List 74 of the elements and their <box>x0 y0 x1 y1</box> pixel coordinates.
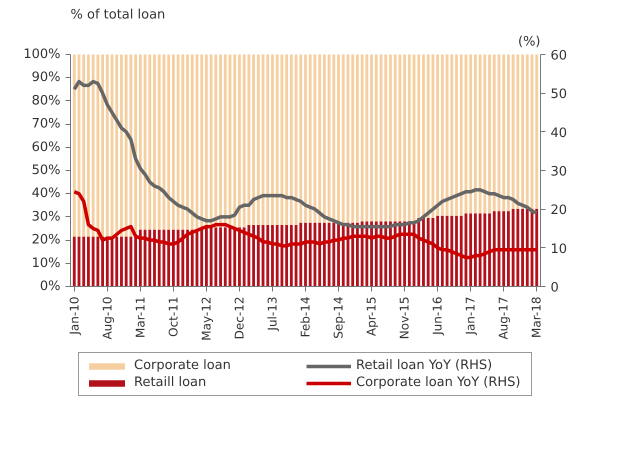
legend-label: Retaill loan <box>134 375 208 390</box>
bar <box>186 54 189 230</box>
y2-tick-label: 10 <box>550 242 568 257</box>
bar <box>262 225 264 286</box>
y-tick-label: 90% <box>32 70 61 86</box>
x-tick-label: Mar-18 <box>530 296 544 338</box>
y-tick-label: 70% <box>32 116 61 132</box>
bar <box>337 54 340 223</box>
y-tick-label: 20% <box>32 232 61 248</box>
bar <box>488 54 491 214</box>
bar <box>498 211 500 286</box>
legend-label: Corporate loan YoY (RHS) <box>356 375 522 390</box>
bar <box>271 225 274 286</box>
x-tick-label: Jan-17 <box>464 296 478 336</box>
y-tick-label: 40% <box>32 186 61 202</box>
bar <box>455 54 458 216</box>
line-series <box>72 80 538 228</box>
y-tick-label: 0% <box>40 279 60 294</box>
bar <box>304 54 307 223</box>
bar <box>153 230 156 286</box>
bar <box>196 54 198 230</box>
bar <box>530 208 534 286</box>
bar <box>304 222 307 286</box>
legend-label: Retail loan YoY (RHS) <box>356 358 494 373</box>
bar <box>337 222 340 286</box>
bar <box>271 54 274 226</box>
x-tick-label: Jul-13 <box>265 296 280 332</box>
x-tick-label: Jun-16 <box>430 296 445 336</box>
bar <box>78 236 80 286</box>
y2-tick-label: 0 <box>550 280 559 296</box>
bar <box>346 54 350 223</box>
y2-tick-label: 20 <box>550 203 568 218</box>
bar <box>228 227 232 286</box>
x-tick-label: Mar-11 <box>133 296 148 338</box>
x-tick-label: Oct-11 <box>166 296 180 337</box>
bar <box>455 216 458 286</box>
y2-tick-label: 40 <box>550 126 568 141</box>
x-tick-label: Sep-14 <box>332 296 346 339</box>
bar <box>153 54 156 230</box>
bar <box>186 230 189 286</box>
y-tick-label: 30% <box>32 209 61 224</box>
bar <box>196 230 198 286</box>
y-tick-label: 80% <box>32 93 61 108</box>
x-tick-label: Jan-10 <box>67 296 82 336</box>
bar <box>498 54 500 212</box>
bar <box>262 54 264 226</box>
x-tick-label: Nov-15 <box>398 296 412 340</box>
y-tick-label: 10% <box>32 256 61 271</box>
bar <box>228 54 232 228</box>
x-tick-label: Aug-10 <box>100 296 114 340</box>
bar <box>422 218 425 286</box>
bar <box>78 54 80 237</box>
y2-axis-title: (%) <box>518 34 541 50</box>
bar <box>530 54 534 209</box>
x-tick-label: Apr-15 <box>364 296 379 336</box>
y2-tick-label: 60 <box>550 48 568 64</box>
bar <box>120 54 123 237</box>
x-tick-label: Aug-17 <box>496 296 511 340</box>
y-tick-label: 100% <box>23 47 61 62</box>
x-tick-label: Feb-14 <box>298 296 312 338</box>
y2-tick-label: 30 <box>550 164 568 180</box>
x-tick-label: May-12 <box>199 296 214 341</box>
y-tick-label: 50% <box>32 163 61 178</box>
bar <box>412 54 416 222</box>
y-tick-label: 60% <box>32 140 61 155</box>
x-tick-label: Dec-12 <box>232 296 246 340</box>
y-axis-title: % of total loan <box>70 8 166 22</box>
line-series <box>72 190 538 260</box>
bar <box>120 236 123 286</box>
bar <box>110 54 114 237</box>
bar <box>380 54 382 222</box>
bar <box>488 213 491 286</box>
y2-tick-label: 50 <box>550 87 568 102</box>
legend-label: Corporate loan <box>134 358 232 373</box>
